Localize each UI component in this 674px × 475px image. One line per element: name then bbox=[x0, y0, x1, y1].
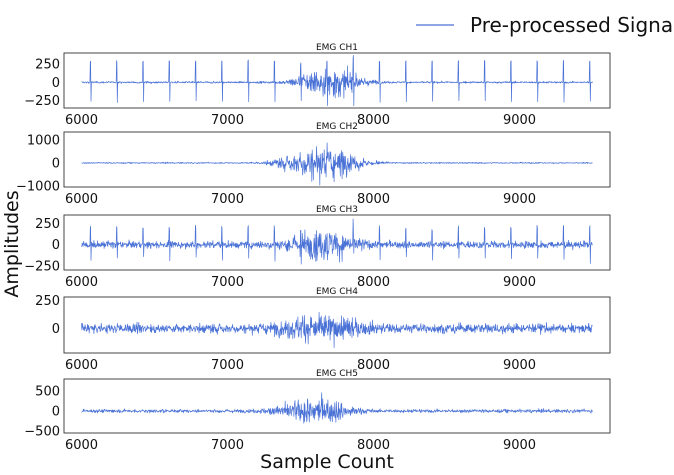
x-tick-label: 8000 bbox=[357, 438, 390, 453]
y-tick-label: 0 bbox=[52, 238, 60, 253]
x-tick-label: 9000 bbox=[503, 275, 536, 290]
panel-4: EMG CH4 0 250 6000 7000 8000 9000 bbox=[35, 287, 611, 373]
y-tick-label: 0 bbox=[52, 76, 60, 91]
x-tick-label: 6000 bbox=[65, 358, 98, 373]
x-tick-label: 8000 bbox=[357, 113, 390, 128]
y-tick-label: 0 bbox=[52, 156, 60, 171]
y-tick-label: −1000 bbox=[16, 179, 60, 194]
x-tick-label: 8000 bbox=[357, 275, 390, 290]
x-tick-label: 9000 bbox=[503, 113, 536, 128]
series-line-1 bbox=[81, 54, 593, 107]
x-tick-label: 8000 bbox=[357, 358, 390, 373]
x-tick-label: 9000 bbox=[503, 358, 536, 373]
series-line-4 bbox=[81, 311, 593, 348]
x-tick-label: 7000 bbox=[211, 275, 244, 290]
x-tick-label: 6000 bbox=[65, 192, 98, 207]
panel-frame bbox=[63, 214, 611, 271]
x-tick-label: 7000 bbox=[211, 113, 244, 128]
panel-frame bbox=[63, 296, 611, 354]
y-tick-label: 250 bbox=[35, 58, 60, 73]
x-tick-label: 6000 bbox=[65, 113, 98, 128]
legend: Pre-processed Signal bbox=[416, 13, 674, 37]
panel-1: EMG CH1 −250 0 250 6000 7000 8000 9000 bbox=[24, 43, 611, 128]
series-line-3 bbox=[81, 218, 593, 265]
y-tick-label: 1000 bbox=[27, 134, 60, 149]
x-tick-label: 6000 bbox=[65, 275, 98, 290]
panel-3: EMG CH3 −250 0 250 6000 7000 8000 9000 bbox=[24, 205, 611, 290]
x-tick-label: 7000 bbox=[211, 438, 244, 453]
y-tick-label: 250 bbox=[35, 217, 60, 232]
panel-title: EMG CH5 bbox=[316, 369, 358, 379]
y-tick-label: −500 bbox=[24, 425, 60, 440]
y-tick-label: 0 bbox=[52, 322, 60, 337]
x-tick-label: 7000 bbox=[211, 192, 244, 207]
x-tick-label: 8000 bbox=[357, 192, 390, 207]
series-line-5 bbox=[81, 392, 593, 424]
x-tick-label: 9000 bbox=[503, 438, 536, 453]
panel-5: EMG CH5 −500 0 500 6000 7000 8000 9000 bbox=[24, 369, 611, 453]
y-axis-label: Amplitudes bbox=[1, 190, 23, 297]
panel-frame bbox=[63, 52, 611, 109]
series-line-2 bbox=[81, 142, 593, 186]
panel-title: EMG CH3 bbox=[316, 205, 358, 215]
x-tick-label: 9000 bbox=[503, 192, 536, 207]
legend-label: Pre-processed Signal bbox=[470, 13, 674, 37]
y-tick-label: −250 bbox=[24, 259, 60, 274]
panel-2: EMG CH2 −1000 0 1000 6000 7000 8000 9000 bbox=[16, 122, 611, 207]
y-tick-label: −250 bbox=[24, 94, 60, 109]
y-tick-label: 500 bbox=[35, 385, 60, 400]
panel-title: EMG CH2 bbox=[316, 122, 358, 132]
panel-frame bbox=[63, 131, 611, 188]
x-tick-label: 6000 bbox=[65, 438, 98, 453]
panels: EMG CH1 −250 0 250 6000 7000 8000 9000 EMG CH2 −1… bbox=[16, 43, 611, 453]
x-axis-label: Sample Count bbox=[260, 451, 394, 473]
y-tick-label: 250 bbox=[35, 294, 60, 309]
panel-title: EMG CH1 bbox=[316, 43, 358, 53]
y-tick-label: 0 bbox=[52, 405, 60, 420]
panel-title: EMG CH4 bbox=[316, 287, 358, 297]
panel-frame bbox=[63, 378, 611, 434]
x-tick-label: 7000 bbox=[211, 358, 244, 373]
